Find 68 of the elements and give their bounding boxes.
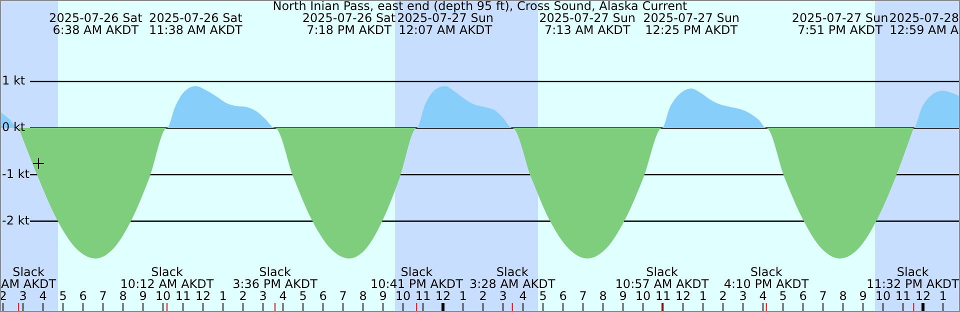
annotation: 2025-07-27 Sun 7:51 PM AKDT: [792, 11, 888, 38]
x-tick-label: 2: [479, 289, 487, 304]
x-tick-label: 4: [279, 289, 287, 304]
x-tick-label: 4: [39, 289, 47, 304]
x-tick-label: 6: [559, 289, 567, 304]
x-tick-label: 7: [819, 289, 827, 304]
x-tick-label: 3: [19, 289, 27, 304]
y-tick-label: 0 kt: [2, 120, 26, 134]
annotation: Slack 10:12 AM AKDT: [120, 265, 214, 292]
x-tick-label: 12: [435, 289, 451, 304]
annotation: Slack 4:10 PM AKDT: [724, 265, 810, 292]
x-tick-label: 10: [395, 289, 411, 304]
annotation: 2025-07-26 Sat 11:38 AM AKDT: [148, 11, 244, 38]
annotation: Slack AM AKDT: [0, 265, 57, 292]
x-tick-label: 5: [299, 289, 307, 304]
x-tick-label: 10: [875, 289, 891, 304]
annotation: 2025-07-26 Sat 7:18 PM AKDT: [302, 11, 396, 38]
x-tick-label: 11: [415, 289, 431, 304]
x-tick-label: 3: [259, 289, 267, 304]
x-tick-label: 8: [119, 289, 127, 304]
x-tick-label: 7: [99, 289, 107, 304]
x-tick-label: 5: [59, 289, 67, 304]
y-tick-label: -2 kt: [2, 213, 30, 228]
annotation: 2025-07-26 Sat 6:38 AM AKDT: [49, 11, 143, 38]
annotation: 2025-07-27 Sun 7:13 AM AKDT: [539, 11, 636, 38]
annotation: Slack 3:28 AM AKDT: [469, 265, 556, 292]
annotation: Slack 10:57 AM AKDT: [615, 265, 710, 292]
x-tick-label: 7: [579, 289, 587, 304]
chart-title: North Inian Pass, east end (depth 95 ft), Cross Sound, Alaska Current: [272, 0, 688, 14]
x-tick-label: 7: [339, 289, 347, 304]
x-tick-label: 1: [699, 289, 707, 304]
x-tick-label: 11: [655, 289, 671, 304]
x-tick-label: 6: [79, 289, 87, 304]
x-tick-label: 2: [239, 289, 247, 304]
x-tick-label: 1: [459, 289, 467, 304]
annotation: 2025-07-27 Sun 12:25 PM AKDT: [643, 11, 740, 38]
x-tick-label: 1: [939, 289, 947, 304]
x-tick-label: 9: [859, 289, 867, 304]
x-tick-label: 9: [619, 289, 627, 304]
x-tick-label: 11: [895, 289, 911, 304]
x-tick-label: 12: [675, 289, 691, 304]
annotation: Slack 10:41 PM AKDT: [370, 265, 464, 292]
x-tick-label: 1: [219, 289, 227, 304]
x-tick-label: 8: [839, 289, 847, 304]
x-tick-label: 4: [759, 289, 767, 304]
x-tick-label: 5: [779, 289, 787, 304]
x-tick-label: 3: [739, 289, 747, 304]
x-tick-label: 2: [719, 289, 727, 304]
x-tick-label: 10: [155, 289, 171, 304]
x-tick-label: 8: [359, 289, 367, 304]
x-tick-label: 9: [139, 289, 147, 304]
annotation: Slack 11:32 PM AKDT: [866, 265, 960, 292]
x-tick-label: 11: [175, 289, 191, 304]
x-tick-label: 10: [635, 289, 651, 304]
x-tick-label: 9: [379, 289, 387, 304]
x-tick-label: 12: [195, 289, 211, 304]
x-tick-label: 6: [799, 289, 807, 304]
annotation: 2025-07-27 Sun 12:07 AM AKDT: [397, 11, 494, 38]
x-tick-label: 4: [519, 289, 527, 304]
x-tick-label: 8: [599, 289, 607, 304]
x-tick-label: 3: [499, 289, 507, 304]
y-tick-label: 1 kt: [2, 74, 26, 88]
annotation: 2025-07-28 12:59 AM A: [889, 11, 960, 38]
x-tick-label: 5: [539, 289, 547, 304]
x-tick-label: 6: [319, 289, 327, 304]
annotation: Slack 3:36 PM AKDT: [232, 265, 318, 292]
x-tick-label: 12: [915, 289, 931, 304]
y-tick-label: -1 kt: [2, 166, 30, 181]
